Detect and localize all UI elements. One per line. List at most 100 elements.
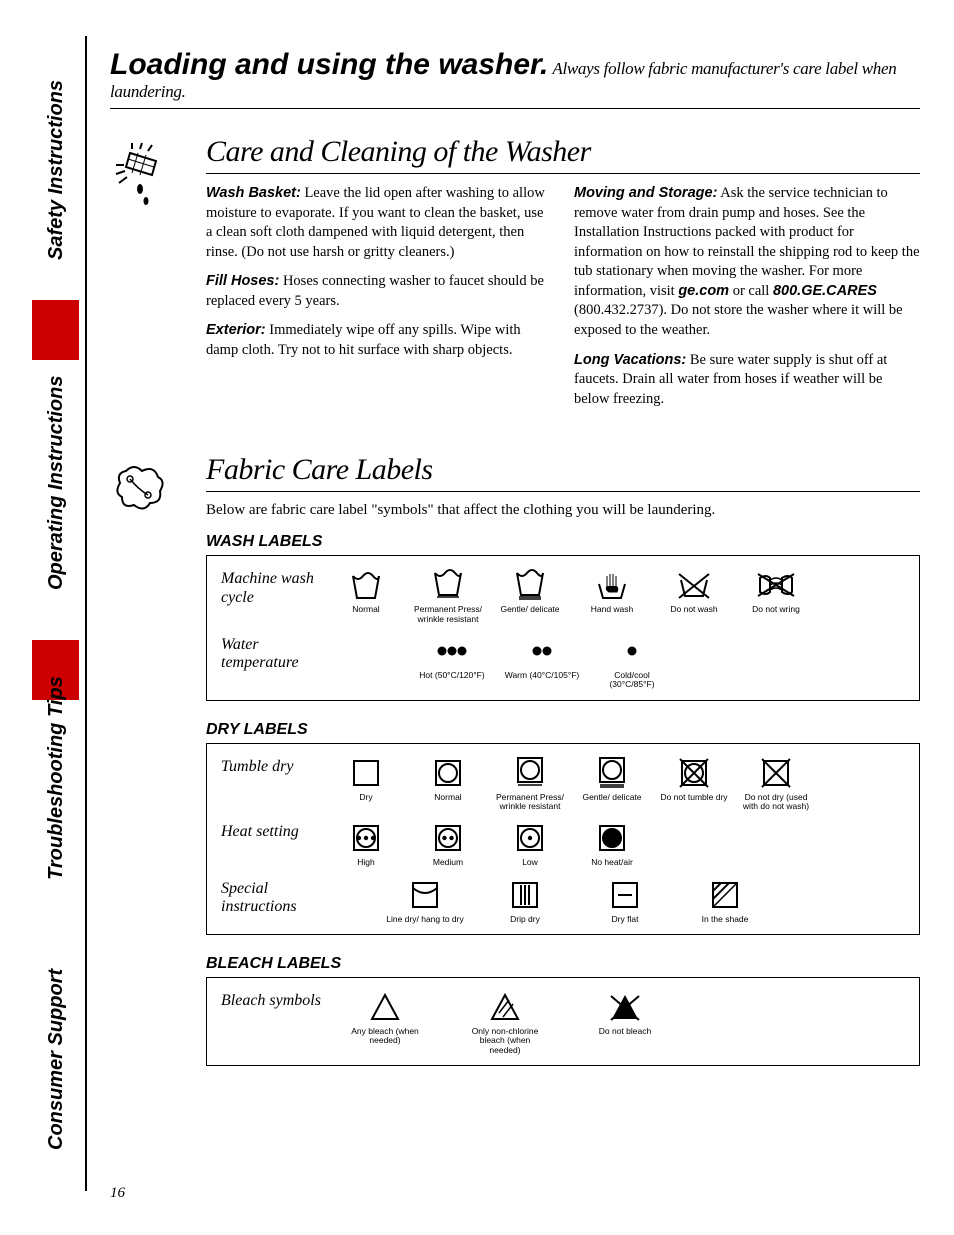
symbol-caption: Gentle/ delicate: [500, 605, 559, 614]
care-symbol-icon: [369, 990, 401, 1024]
symbol-cell: Dry flat: [575, 878, 675, 924]
symbol-cell: Drip dry: [475, 878, 575, 924]
symbol-caption: Only non-chlorine bleach (when needed): [465, 1027, 545, 1055]
care-title: Care and Cleaning of the Washer: [206, 135, 920, 174]
care-symbol-icon: [351, 756, 381, 790]
symbol-caption: Drip dry: [510, 915, 540, 924]
care-symbol-icon: [515, 821, 545, 855]
care-symbol-icon: [761, 756, 791, 790]
care-symbol-icon: [410, 878, 440, 912]
symbol-cell: Permanent Press/ wrinkle resistant: [489, 756, 571, 812]
care-symbol-icon: [513, 568, 547, 602]
symbol-cell: Permanent Press/ wrinkle resistant: [407, 568, 489, 624]
page-title-row: Loading and using the washer. Always fol…: [110, 48, 920, 109]
care-symbol-icon: [433, 756, 463, 790]
symbol-cell: Medium: [407, 821, 489, 867]
dry-title: DRY LABELS: [206, 721, 920, 739]
symbol-caption: Gentle/ delicate: [582, 793, 641, 802]
dry-row3-name: Special instructions: [221, 878, 325, 917]
care-symbol-icon: [615, 634, 649, 668]
care-symbol-icon: [677, 568, 711, 602]
symbol-caption: Dry: [359, 793, 372, 802]
symbol-caption: Do not wash: [670, 605, 717, 614]
wash-box: Machine wash cycle NormalPermanent Press…: [206, 555, 920, 700]
care-symbol-icon: [710, 878, 740, 912]
symbol-cell: Only non-chlorine bleach (when needed): [445, 990, 565, 1055]
symbol-cell: Normal: [325, 568, 407, 624]
symbol-caption: Cold/cool (30°C/85°F): [592, 671, 672, 690]
page-number: 16: [110, 1185, 125, 1202]
symbol-caption: Line dry/ hang to dry: [386, 915, 464, 924]
symbol-cell: Do not bleach: [565, 990, 685, 1055]
fabric-section: Fabric Care Labels Below are fabric care…: [110, 453, 920, 1086]
symbol-caption: Low: [522, 858, 538, 867]
page-title: Loading and using the washer.: [110, 48, 548, 81]
symbol-cell: Cold/cool (30°C/85°F): [587, 634, 677, 690]
care-symbol-icon: [610, 878, 640, 912]
symbol-cell: Low: [489, 821, 571, 867]
symbol-caption: Hand wash: [591, 605, 634, 614]
care-left-col: Wash Basket: Leave the lid open after wa…: [206, 184, 552, 419]
care-symbol-icon: [489, 990, 521, 1024]
symbol-caption: Do not tumble dry: [660, 793, 727, 802]
fabric-intro: Below are fabric care label "symbols" th…: [206, 502, 920, 519]
care-icon: [110, 135, 206, 419]
symbol-cell: Any bleach (when needed): [325, 990, 445, 1055]
symbol-caption: Permanent Press/ wrinkle resistant: [490, 793, 570, 812]
symbol-cell: Warm (40°C/105°F): [497, 634, 587, 690]
symbol-caption: Do not bleach: [599, 1027, 651, 1036]
care-symbol-icon: [609, 990, 641, 1024]
care-right-col: Moving and Storage: Ask the service tech…: [574, 184, 920, 419]
symbol-cell: Dry: [325, 756, 407, 812]
symbol-cell: Gentle/ delicate: [489, 568, 571, 624]
main-content: Loading and using the washer. Always fol…: [110, 48, 920, 1086]
symbol-caption: Warm (40°C/105°F): [505, 671, 580, 680]
symbol-cell: Do not tumble dry: [653, 756, 735, 812]
care-symbol-icon: [349, 568, 383, 602]
care-symbol-icon: [431, 568, 465, 602]
symbol-cell: Line dry/ hang to dry: [375, 878, 475, 924]
symbol-caption: Normal: [434, 793, 461, 802]
symbol-caption: Any bleach (when needed): [345, 1027, 425, 1046]
symbol-caption: Hot (50°C/120°F): [419, 671, 484, 680]
symbol-caption: Permanent Press/ wrinkle resistant: [408, 605, 488, 624]
symbol-cell: Hand wash: [571, 568, 653, 624]
symbol-caption: Medium: [433, 858, 463, 867]
dry-row2-name: Heat setting: [221, 821, 325, 841]
symbol-caption: Normal: [352, 605, 379, 614]
symbol-caption: Do not wring: [752, 605, 800, 614]
symbol-caption: Dry flat: [612, 915, 639, 924]
symbol-cell: Do not wash: [653, 568, 735, 624]
symbol-cell: Do not dry (used with do not wash): [735, 756, 817, 812]
fabric-icon: [110, 453, 206, 1086]
symbol-caption: Do not dry (used with do not wash): [736, 793, 816, 812]
symbol-cell: No heat/air: [571, 821, 653, 867]
care-symbol-icon: [515, 756, 545, 790]
side-label-consumer: Consumer Support: [45, 969, 68, 1150]
care-section: Care and Cleaning of the Washer Wash Bas…: [110, 135, 920, 419]
wash-row2-name: Water temperature: [221, 634, 325, 673]
care-symbol-icon: [597, 821, 627, 855]
dry-box: Tumble dry Dry Normal Permanent Press/ wri…: [206, 743, 920, 935]
symbol-cell: Do not wring: [735, 568, 817, 624]
care-symbol-icon: [351, 821, 381, 855]
bleach-title: BLEACH LABELS: [206, 955, 920, 973]
care-symbol-icon: [435, 634, 469, 668]
care-symbol-icon: [679, 756, 709, 790]
care-symbol-icon: [510, 878, 540, 912]
side-label-operating: Operating Instructions: [45, 376, 68, 590]
symbol-cell: Normal: [407, 756, 489, 812]
care-symbol-icon: [525, 634, 559, 668]
side-label-troubleshooting: Troubleshooting Tips: [45, 676, 68, 880]
bleach-row1-name: Bleach symbols: [221, 990, 325, 1010]
care-symbol-icon: [595, 568, 629, 602]
red-tab-1: [32, 300, 79, 360]
symbol-caption: No heat/air: [591, 858, 633, 867]
symbol-cell: Hot (50°C/120°F): [407, 634, 497, 690]
dry-row1-name: Tumble dry: [221, 756, 325, 776]
side-label-safety: Safety Instructions: [45, 80, 68, 260]
wash-title: WASH LABELS: [206, 533, 920, 551]
symbol-cell: High: [325, 821, 407, 867]
care-symbol-icon: [756, 568, 796, 602]
symbol-caption: High: [357, 858, 374, 867]
